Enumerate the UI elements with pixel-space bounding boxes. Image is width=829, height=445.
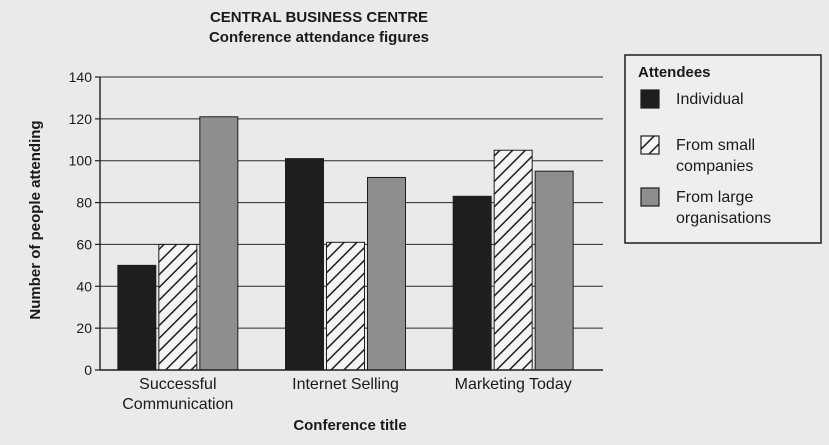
x-category-label: Internet Selling	[292, 376, 399, 393]
legend: Attendees Individual From small companies F…	[624, 54, 822, 244]
legend-swatch	[640, 135, 660, 155]
bar-internet-selling-from-large-organisations	[367, 176, 406, 371]
legend-swatch	[640, 89, 660, 109]
legend-label: From large	[676, 189, 753, 206]
bar-internet-selling-individual	[285, 158, 324, 371]
bar-marketing-today-from-large-organisations	[534, 170, 574, 371]
x-category-label: Marketing Today	[455, 376, 572, 393]
bar-marketing-today-from-small-companies	[493, 149, 533, 371]
y-axis-title: Number of people attending	[27, 120, 44, 319]
legend-label: From small	[676, 137, 755, 154]
y-tick-label: 120	[69, 111, 93, 127]
legend-swatch	[640, 187, 660, 207]
y-tick-label: 100	[69, 153, 93, 169]
x-category-label: Communication	[122, 396, 233, 413]
bar-successful-communication-from-large-organisations	[199, 116, 239, 371]
x-category-label: Successful	[139, 376, 216, 393]
y-tick-label: 140	[69, 69, 93, 85]
y-tick-label: 20	[76, 320, 92, 336]
y-tick-label: 60	[76, 236, 92, 252]
legend-label: Individual	[676, 91, 744, 108]
bar-marketing-today-individual	[452, 195, 492, 371]
legend-label: organisations	[676, 210, 771, 227]
legend-title: Attendees	[638, 64, 711, 81]
y-tick-label: 40	[76, 278, 92, 294]
y-tick-label: 80	[76, 195, 92, 211]
bar-internet-selling-from-small-companies	[326, 241, 365, 371]
bar-successful-communication-from-small-companies	[158, 243, 198, 371]
chart-subtitle: Conference attendance figures	[209, 29, 429, 46]
y-tick-label: 0	[84, 362, 92, 378]
legend-label: companies	[676, 158, 753, 175]
x-axis-title: Conference title	[293, 417, 406, 434]
bar-successful-communication-individual	[117, 264, 157, 371]
chart-title: CENTRAL BUSINESS CENTRE	[210, 9, 428, 26]
